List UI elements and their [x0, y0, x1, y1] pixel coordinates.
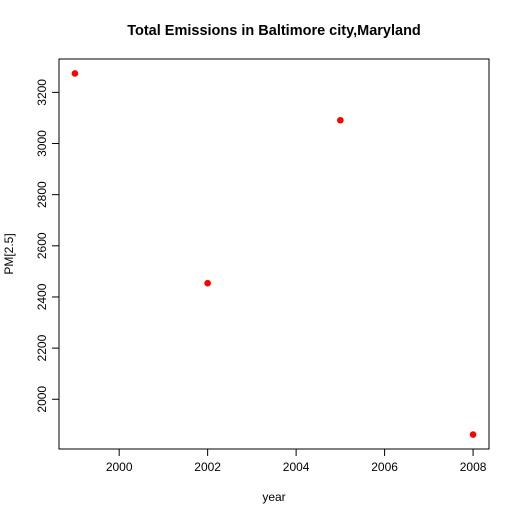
x-tick-label: 2004 — [283, 460, 310, 474]
y-tick-label: 2600 — [35, 232, 49, 259]
data-point — [469, 431, 477, 438]
y-tick-label: 2200 — [35, 334, 49, 361]
data-point — [204, 279, 211, 287]
data-point — [71, 70, 79, 77]
y-axis: 2000 2200 2400 2600 2800 3000 3200 — [35, 79, 59, 413]
x-tick-label: 2006 — [371, 460, 398, 474]
y-tick-label: 2000 — [35, 386, 49, 413]
data-point — [337, 116, 344, 124]
x-tick-label: 2002 — [194, 460, 221, 474]
y-tick-label: 3000 — [35, 130, 49, 157]
data-points — [71, 70, 477, 438]
y-axis-label: PM[2.5] — [2, 233, 16, 274]
chart-title: Total Emissions in Baltimore city,Maryla… — [127, 23, 421, 39]
x-axis-label: year — [262, 490, 285, 504]
x-tick-label: 2000 — [106, 460, 133, 474]
y-tick-label: 2800 — [35, 181, 49, 208]
x-tick-label: 2008 — [460, 460, 487, 474]
plot-frame — [58, 58, 490, 450]
y-tick-label: 3200 — [35, 79, 49, 106]
y-tick-label: 2400 — [35, 283, 49, 310]
x-axis: 2000 2002 2004 2006 2008 — [106, 449, 487, 474]
